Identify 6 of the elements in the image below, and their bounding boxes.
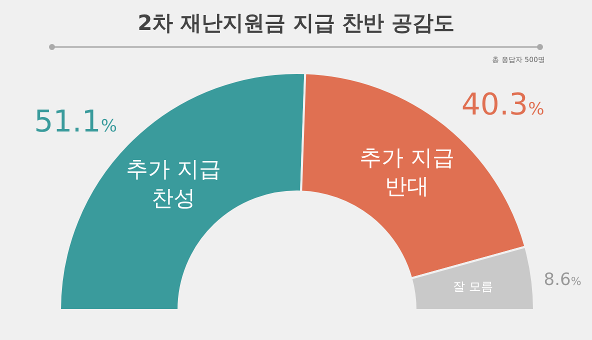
slice-label: 추가 지급 찬성 — [126, 158, 221, 212]
data-label: 8.6% — [544, 270, 582, 290]
slice-label: 추가 지급 반대 — [360, 146, 455, 200]
data-label: 51.1% — [34, 104, 118, 140]
data-label: 40.3% — [461, 88, 544, 123]
chart-title: 2차 재난지원금 지급 찬반 공감도 — [138, 11, 454, 35]
